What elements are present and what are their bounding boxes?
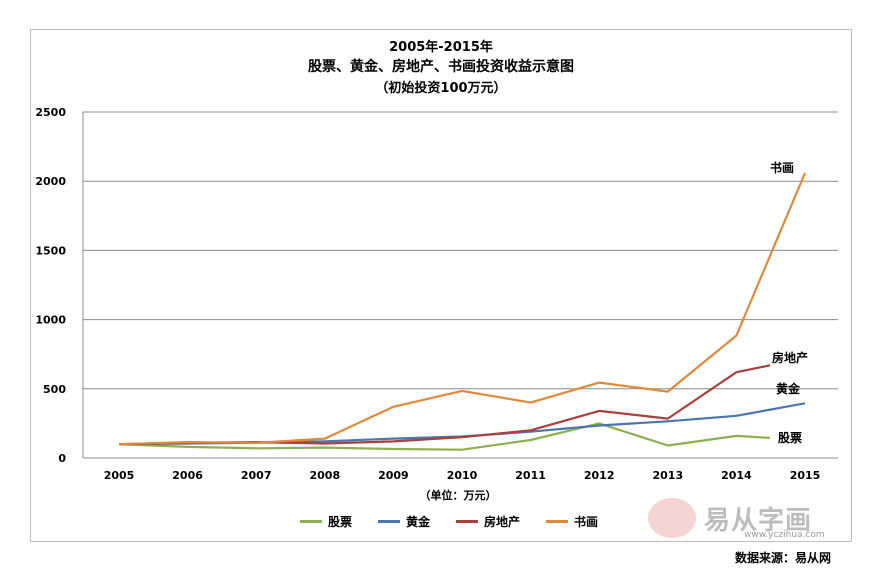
legend-label-gold: 黄金 [406,515,431,529]
series-line-painting [118,172,807,446]
x-tick-label-2009: 2009 [378,469,409,482]
chart-frame [30,29,852,542]
x-tick-label-2015: 2015 [790,469,821,482]
legend-swatch-real-estate [456,520,479,523]
y-tick-label-0: 0 [58,452,66,465]
y-tick-label-500: 500 [43,383,66,396]
x-tick-label-2011: 2011 [515,469,546,482]
series-end-label-gold: 黄金 [776,381,801,396]
series-end-label-painting: 书画 [770,160,794,175]
x-tick-label-2007: 2007 [241,469,272,482]
series-end-label-real-estate: 房地产 [772,350,808,365]
y-tick-label-2000: 2000 [35,175,66,188]
legend-item-painting: 书画 [546,513,598,530]
x-tick-label-2005: 2005 [104,469,135,482]
legend-label-real-estate: 房地产 [484,515,521,529]
x-tick-label-2012: 2012 [584,469,615,482]
watermark-brand: 易从字画 [704,506,813,536]
x-tick-label-2006: 2006 [172,469,203,482]
legend-item-stocks: 股票 [300,513,352,530]
y-tick-label-1000: 1000 [35,314,66,327]
chart-note: （初始投资100万元） [375,81,507,96]
legend-label-stocks: 股票 [328,515,353,529]
legend-item-real-estate: 房地产 [456,513,520,530]
legend-swatch-gold [378,520,401,523]
y-tick-label-2500: 2500 [35,106,66,119]
chart-subtitle: 股票、黄金、房地产、书画投资收益示意图 [308,59,574,75]
watermark-url: www.yczihua.com [744,530,825,540]
legend-swatch-stocks [300,520,322,523]
legend: 股票 黄金 房地产 书画 [300,513,598,530]
x-tick-label-2010: 2010 [447,469,478,482]
seal-icon [648,498,696,538]
series-end-label-stocks: 股票 [778,430,802,445]
watermark-logo: 易从字画 www.yczihua.com [648,498,876,542]
y-tick-label-1500: 1500 [35,244,66,257]
x-tick-label-2014: 2014 [721,469,752,482]
legend-label-painting: 书画 [574,515,599,529]
series-line-stocks [118,422,771,451]
legend-swatch-painting [546,520,569,523]
x-tick-label-2008: 2008 [309,469,340,482]
x-axis-label: （单位：万元） [420,488,497,502]
legend-item-gold: 黄金 [378,513,430,530]
chart-title: 2005年-2015年 [389,40,493,55]
data-source: 数据来源：易从网 [735,551,832,565]
series-line-real-estate [118,364,771,446]
x-tick-label-2013: 2013 [652,469,683,482]
